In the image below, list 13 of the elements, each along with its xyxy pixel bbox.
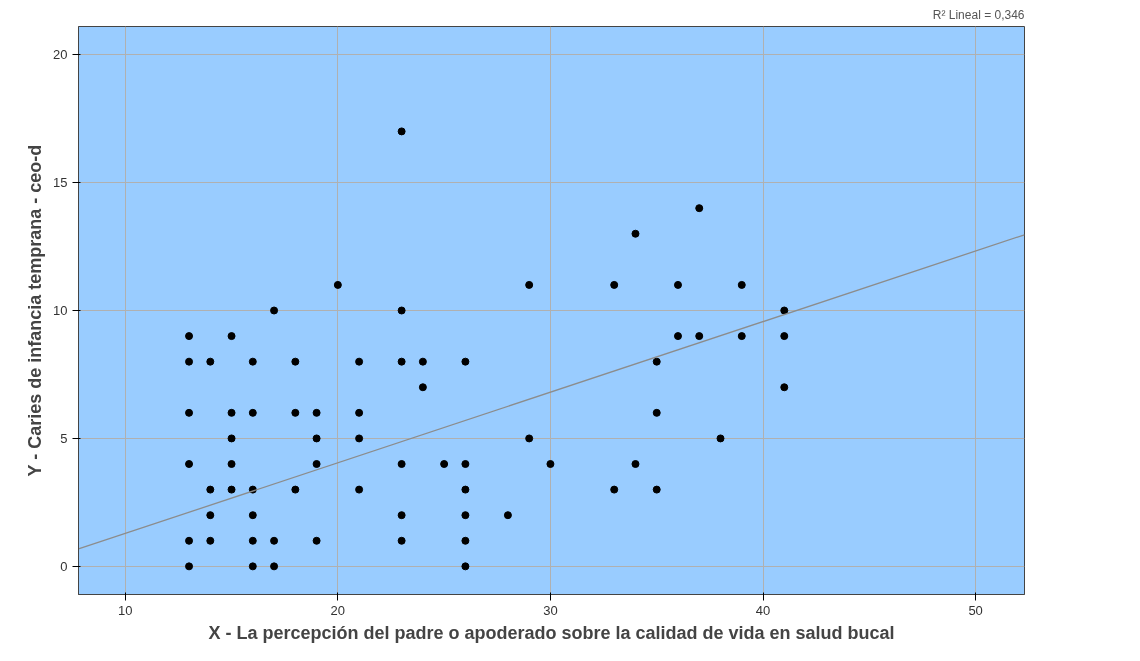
y-axis-title: Y - Caries de infancia temprana - ceo-d — [25, 144, 46, 477]
text: R² Lineal = 0,346 — [932, 7, 1025, 22]
y-tick-label: 5 — [60, 430, 68, 446]
x-tick-label: 20 — [330, 602, 346, 618]
x-tick-label: 30 — [543, 602, 558, 618]
x-tick-label: 40 — [755, 602, 771, 618]
y-tick-label: 10 — [53, 303, 68, 318]
x-tick-label: 50 — [968, 602, 983, 618]
y-tick-label: 20 — [53, 47, 68, 63]
x-axis-title: X - La percepción del padre o apoderado sobre la calidad de vida en salud bucal — [208, 622, 895, 643]
x-tick-label: 10 — [118, 602, 133, 618]
y-tick-label: 15 — [53, 175, 68, 191]
y-tick-label: 0 — [60, 558, 68, 574]
